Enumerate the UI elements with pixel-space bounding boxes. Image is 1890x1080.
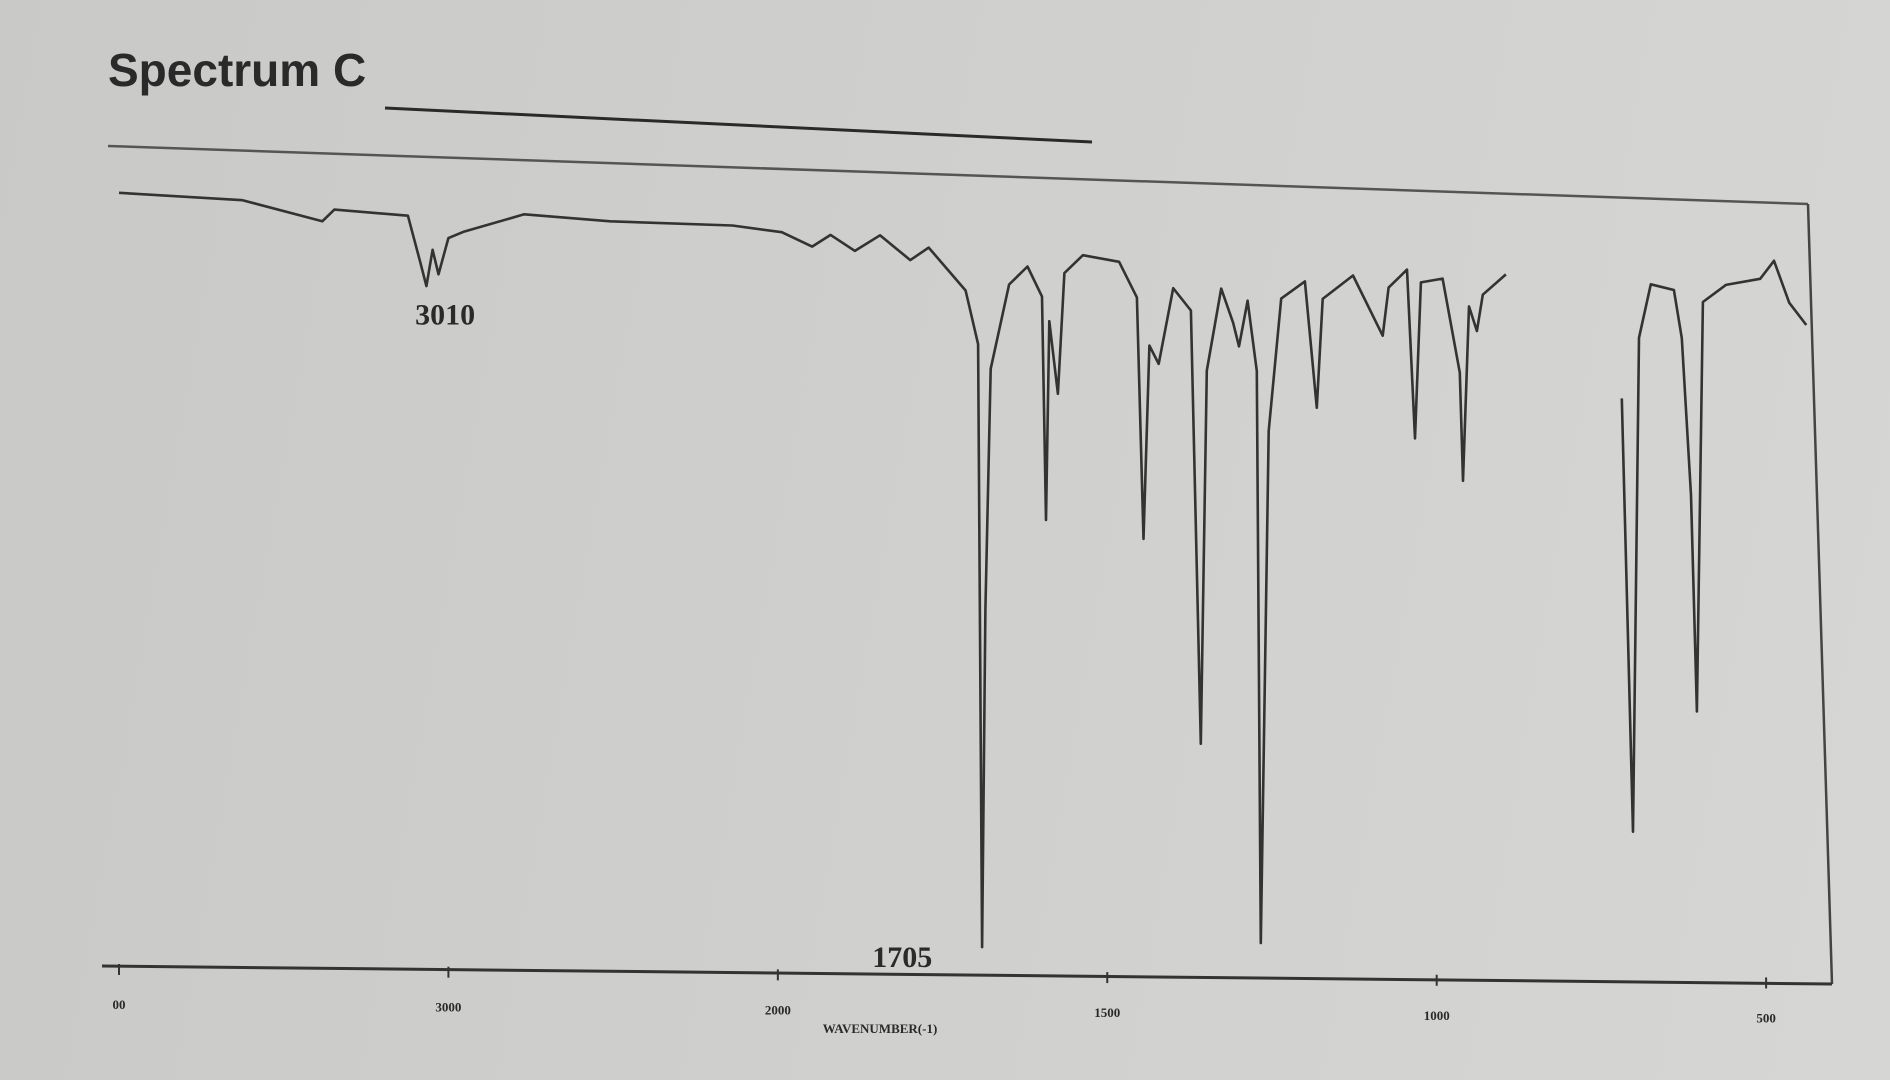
- x-tick-label: 3000: [435, 1000, 461, 1015]
- x-tick-label: 1000: [1424, 1008, 1450, 1023]
- x-axis-label: WAVENUMBER(-1): [823, 1021, 938, 1036]
- spectrum-line: [118, 191, 1808, 949]
- frame-top: [107, 144, 1809, 206]
- x-tick-label: 2000: [765, 1002, 791, 1017]
- x-axis: [101, 964, 1833, 986]
- x-tick-label: 00: [113, 997, 126, 1012]
- peak-annotation: 1705: [872, 941, 932, 974]
- x-tick-label: 1500: [1094, 1005, 1120, 1020]
- x-tick-label: 500: [1756, 1010, 1776, 1025]
- title-blank-line: [384, 106, 1093, 144]
- frame-right: [1806, 203, 1834, 985]
- peak-annotation: 3010: [415, 298, 475, 331]
- chart-title: Spectrum C: [108, 44, 366, 96]
